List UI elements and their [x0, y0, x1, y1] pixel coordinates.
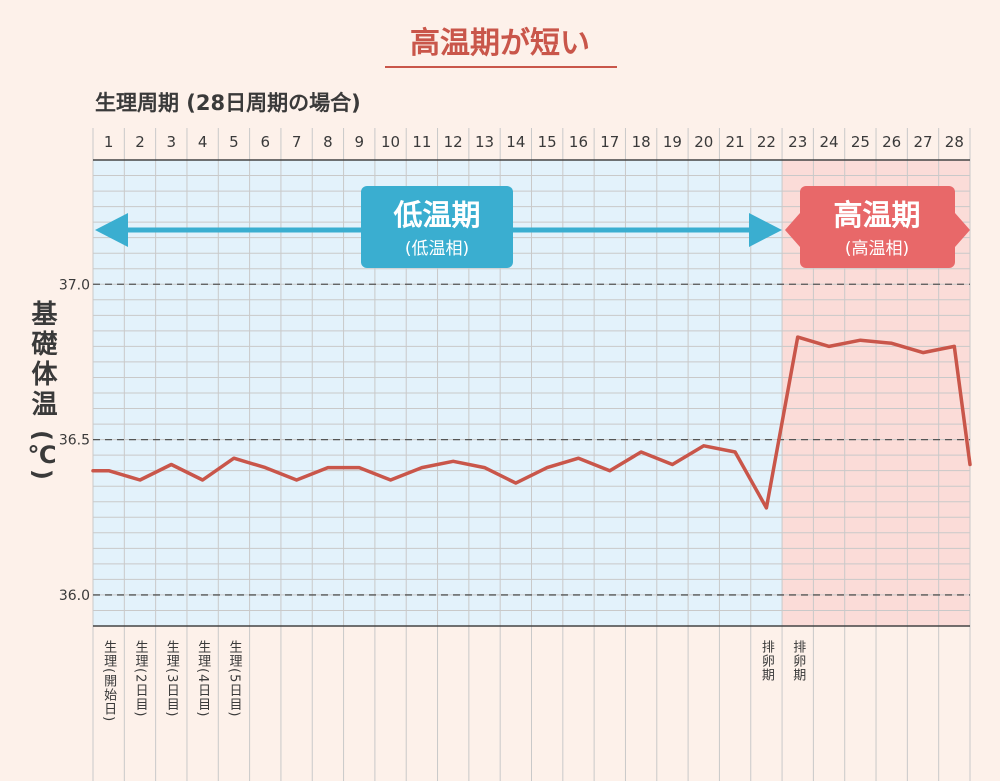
x-tick-label: 10 — [381, 133, 400, 151]
x-tick-label: 18 — [632, 133, 651, 151]
day-note: 生理(2日目) — [132, 640, 148, 717]
day-note: 排卵期 — [790, 640, 806, 682]
x-axis-day-labels: 1 2 3 4 5 6 7 8 9 10 11 12 13 14 15 16 17 18 19 20 21 22 23 24 2… — [104, 133, 964, 151]
chart-subtitle: 生理周期 (28日周期の場合) — [95, 91, 361, 115]
x-tick-label: 24 — [820, 133, 839, 151]
y-tick-label: 36.5 — [59, 433, 90, 449]
x-tick-label: 7 — [292, 133, 302, 151]
x-tick-label: 14 — [506, 133, 525, 151]
x-tick-label: 13 — [475, 133, 494, 151]
day-note: 排卵期 — [759, 640, 775, 682]
x-tick-label: 6 — [260, 133, 270, 151]
x-tick-label: 26 — [882, 133, 901, 151]
x-tick-label: 23 — [788, 133, 807, 151]
x-tick-label: 25 — [851, 133, 870, 151]
x-tick-label: 16 — [569, 133, 588, 151]
x-tick-label: 2 — [135, 133, 145, 151]
x-tick-label: 21 — [726, 133, 745, 151]
y-tick-label: 37.0 — [59, 277, 90, 293]
x-tick-label: 19 — [663, 133, 682, 151]
temperature-reference-lines — [93, 283, 970, 596]
temperature-line — [91, 335, 972, 510]
x-tick-label: 1 — [104, 133, 114, 151]
x-tick-label: 15 — [538, 133, 557, 151]
x-tick-label: 4 — [198, 133, 208, 151]
day-note: 生理(5日目) — [226, 640, 242, 717]
x-tick-label: 17 — [600, 133, 619, 151]
chart-title: 高温期が短い — [410, 26, 590, 61]
day-note: 生理(3日目) — [164, 640, 180, 717]
day-note: 生理(4日目) — [195, 640, 211, 717]
x-tick-label: 20 — [694, 133, 713, 151]
low-phase-label-sub: (低温相) — [405, 239, 469, 259]
x-tick-label: 3 — [167, 133, 177, 151]
x-tick-label: 8 — [323, 133, 333, 151]
y-tick-label: 36.0 — [59, 588, 90, 604]
x-tick-label: 5 — [229, 133, 239, 151]
x-tick-label: 27 — [913, 133, 932, 151]
x-tick-label: 22 — [757, 133, 776, 151]
x-tick-label: 9 — [354, 133, 364, 151]
high-phase-label-text: 高温期 — [833, 198, 920, 232]
x-tick-label: 28 — [945, 133, 964, 151]
day-notes: 生理(開始日) 生理(2日目) 生理(3日目) 生理(4日目) 生理(5日目) 排卵期 排卵… — [101, 640, 806, 722]
x-tick-label: 11 — [412, 133, 431, 151]
x-tick-label: 12 — [444, 133, 463, 151]
low-phase-label-text: 低温期 — [392, 198, 480, 232]
low-phase-label: 低温期 (低温相) — [361, 186, 513, 268]
y-axis-unit: (℃) — [28, 430, 56, 480]
high-phase-label: 高温期 (高温相) — [785, 186, 970, 268]
y-axis-label: 基礎体温 — [27, 300, 57, 420]
day-note: 生理(開始日) — [101, 640, 117, 722]
chart-grid — [92, 128, 971, 781]
y-axis-ticks: 36.0 36.5 37.0 — [59, 277, 90, 604]
high-phase-label-sub: (高温相) — [845, 239, 909, 259]
